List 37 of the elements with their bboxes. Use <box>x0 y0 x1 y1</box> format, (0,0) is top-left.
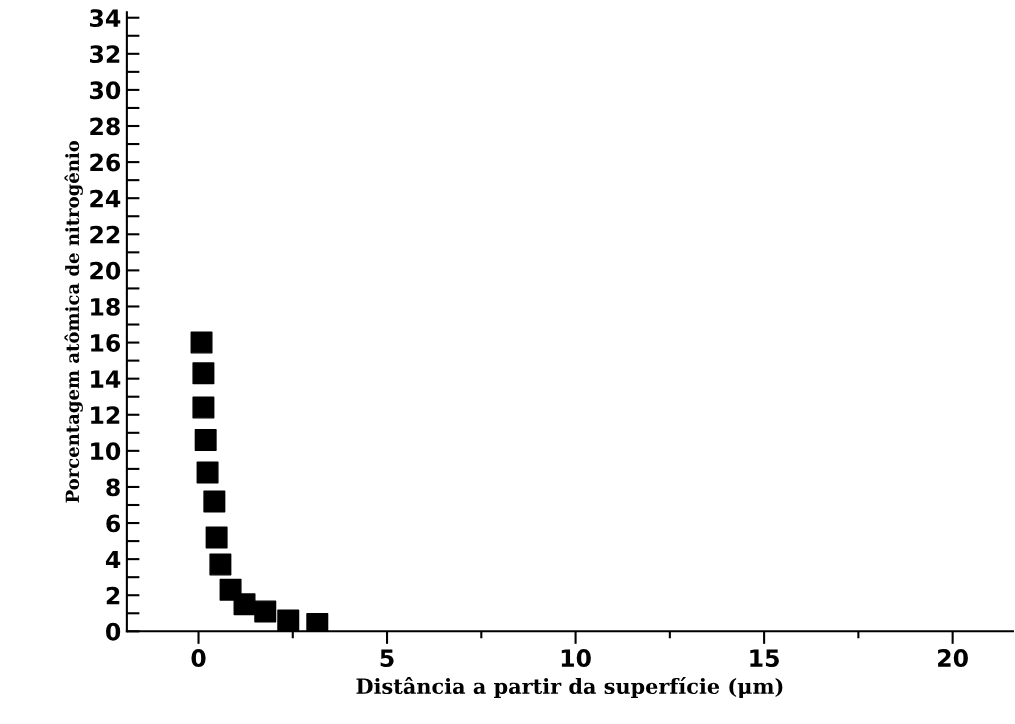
y-tick-label: 6 <box>106 514 121 533</box>
x-axis-title: Distância a partir da superfície (μm) <box>356 677 783 699</box>
point <box>209 553 232 576</box>
y-tick-label: 20 <box>90 261 121 280</box>
point <box>196 461 219 484</box>
y-tick-label: 2 <box>106 586 120 605</box>
y-axis-title: Porcentagem atômica de nitrogênio <box>64 140 83 503</box>
y-tick-label: 26 <box>90 153 121 172</box>
y-tick-label: 34 <box>90 9 121 28</box>
y-tick-label: 4 <box>105 550 121 569</box>
y-tick-label: 14 <box>91 370 121 388</box>
x-tick-label: 15 <box>750 649 779 667</box>
y-tick-label: 10 <box>91 442 121 461</box>
y-tick-label: 22 <box>90 225 120 244</box>
y-tick-label: 16 <box>91 334 121 352</box>
y-tick-label: 8 <box>106 478 120 497</box>
x-tick-label: 5 <box>380 649 394 667</box>
x-tick-label: 0 <box>191 649 206 667</box>
x-tick-label: 20 <box>938 649 968 667</box>
point <box>233 593 256 616</box>
y-tick-label: 30 <box>90 81 121 100</box>
point <box>192 362 215 385</box>
y-tick-label: 0 <box>106 622 121 641</box>
point <box>203 490 226 513</box>
y-tick-label: 18 <box>91 297 120 316</box>
point <box>306 613 329 632</box>
point <box>192 396 215 419</box>
point <box>277 609 300 632</box>
y-tick-label: 28 <box>90 117 120 136</box>
point <box>194 429 217 452</box>
y-tick-label: 24 <box>90 189 121 208</box>
point <box>190 331 213 354</box>
point <box>205 526 228 549</box>
y-tick-label: 12 <box>91 406 120 424</box>
x-tick-label: 10 <box>561 649 591 667</box>
y-tick-label: 32 <box>90 45 120 64</box>
point <box>254 600 277 623</box>
